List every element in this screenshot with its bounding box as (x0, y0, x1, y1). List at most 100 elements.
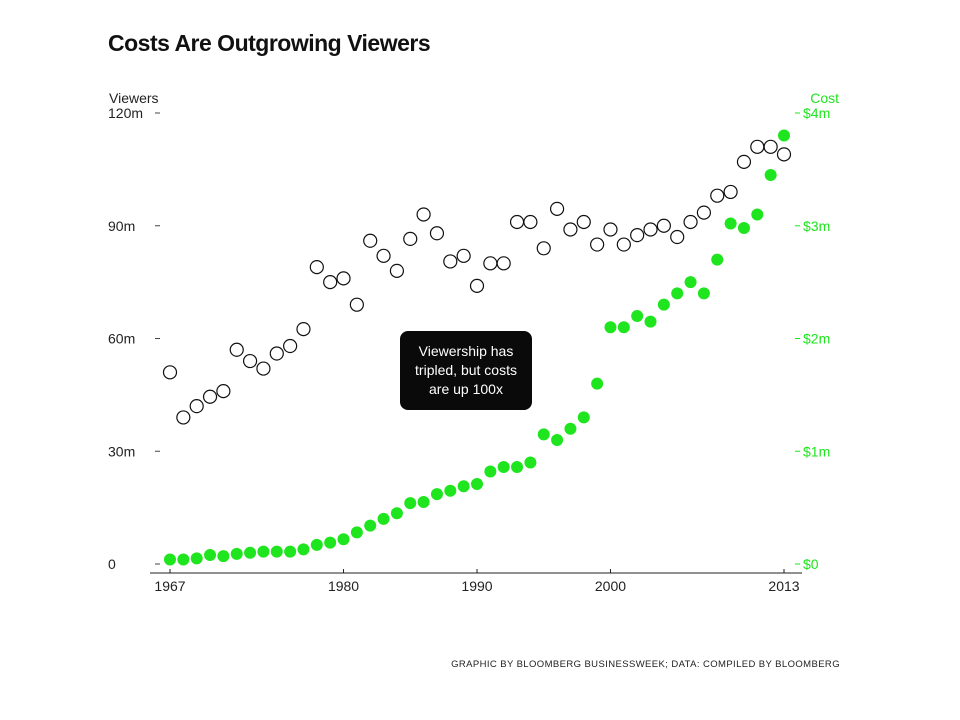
cost-point (337, 533, 350, 546)
cost-point (564, 422, 577, 435)
viewers-point (536, 241, 551, 256)
cost-point (324, 536, 337, 549)
cost-point (711, 253, 724, 266)
cost-point (417, 495, 430, 508)
cost-point (270, 545, 283, 558)
cost-point (537, 428, 550, 441)
cost-point (364, 519, 377, 532)
viewers-point (162, 365, 178, 380)
cost-point (217, 550, 230, 563)
cost-point (257, 545, 270, 558)
viewers-point (336, 271, 351, 286)
viewers-point (670, 229, 685, 245)
viewers-point (309, 259, 324, 275)
cost-point (230, 547, 243, 560)
viewers-point (509, 214, 525, 230)
viewers-point (176, 410, 191, 425)
viewers-point (736, 154, 752, 169)
cost-point (524, 456, 537, 469)
x-tick-label: 1980 (328, 578, 359, 594)
cost-point (484, 465, 497, 478)
cost-point (471, 477, 483, 490)
viewers-point (723, 184, 738, 200)
cost-point (617, 321, 630, 334)
viewers-point (496, 256, 511, 271)
right-tick-label: $1m (803, 443, 830, 459)
viewers-point (643, 222, 658, 237)
viewers-point (549, 201, 565, 216)
cost-point (377, 512, 390, 525)
viewers-point (630, 228, 645, 243)
viewers-point (242, 353, 258, 369)
viewers-point (443, 254, 458, 269)
cost-point (778, 129, 790, 142)
cost-point (591, 377, 604, 390)
viewers-series (162, 139, 792, 425)
cost-point (751, 208, 764, 221)
x-tick-label: 1990 (461, 578, 492, 594)
viewers-point (750, 139, 765, 154)
cost-point (577, 411, 590, 424)
viewers-point (710, 188, 725, 203)
source-credit: GRAPHIC BY BLOOMBERG BUSINESSWEEK; DATA:… (451, 659, 840, 670)
viewers-point (189, 399, 204, 414)
cost-point (310, 538, 323, 551)
cost-point (204, 548, 217, 561)
viewers-point (563, 222, 578, 237)
cost-point (604, 321, 617, 334)
cost-point (697, 287, 710, 300)
viewers-point (256, 361, 271, 376)
cost-point (430, 488, 443, 501)
x-tick-label: 1967 (154, 578, 185, 594)
viewers-point (683, 214, 698, 230)
viewers-point (763, 139, 778, 154)
cost-point (444, 484, 457, 497)
viewers-point (429, 226, 445, 241)
right-tick-label: $2m (803, 331, 830, 347)
viewers-point (269, 346, 284, 361)
cost-point (644, 315, 657, 328)
callout-annotation: Viewership has tripled, but costs are up… (400, 331, 532, 410)
cost-point (497, 461, 510, 474)
viewers-point (229, 342, 244, 357)
cost-point (684, 276, 697, 289)
x-tick-label: 2013 (768, 578, 799, 594)
cost-point (737, 222, 750, 235)
cost-point (631, 309, 644, 322)
viewers-point (363, 233, 378, 248)
viewers-point (523, 214, 538, 230)
viewers-point (296, 322, 311, 337)
viewers-point (776, 147, 792, 162)
axes: Viewers Cost 0 30m 60m 90m 120m $0 $1m $2m $3m $4m 1… (108, 90, 839, 594)
viewers-point (469, 278, 485, 293)
left-tick-label: 120m (108, 105, 143, 121)
cost-point (244, 546, 257, 559)
viewers-point (202, 389, 218, 404)
viewers-point (349, 297, 364, 312)
viewers-point (483, 256, 498, 271)
left-axis-label: Viewers (109, 90, 159, 106)
viewers-point (603, 222, 618, 237)
cost-point (350, 526, 363, 539)
viewers-point (376, 248, 391, 263)
cost-point (177, 553, 190, 566)
left-tick-label: 60m (108, 331, 135, 347)
viewers-point (323, 275, 338, 290)
viewers-point (656, 218, 671, 233)
viewers-point (456, 248, 471, 263)
right-tick-label: $4m (803, 105, 830, 121)
cost-series (164, 129, 790, 566)
viewers-point (576, 214, 591, 230)
x-tick-label: 2000 (595, 578, 626, 594)
cost-point (511, 461, 524, 474)
right-tick-label: $3m (803, 218, 830, 234)
right-axis-label: Cost (810, 90, 839, 106)
viewers-point (696, 205, 712, 220)
cost-point (404, 497, 417, 510)
cost-point (551, 433, 564, 446)
viewers-point (590, 237, 605, 252)
viewers-point (416, 207, 431, 222)
cost-point (297, 543, 310, 556)
right-tick-label: $0 (803, 556, 819, 572)
